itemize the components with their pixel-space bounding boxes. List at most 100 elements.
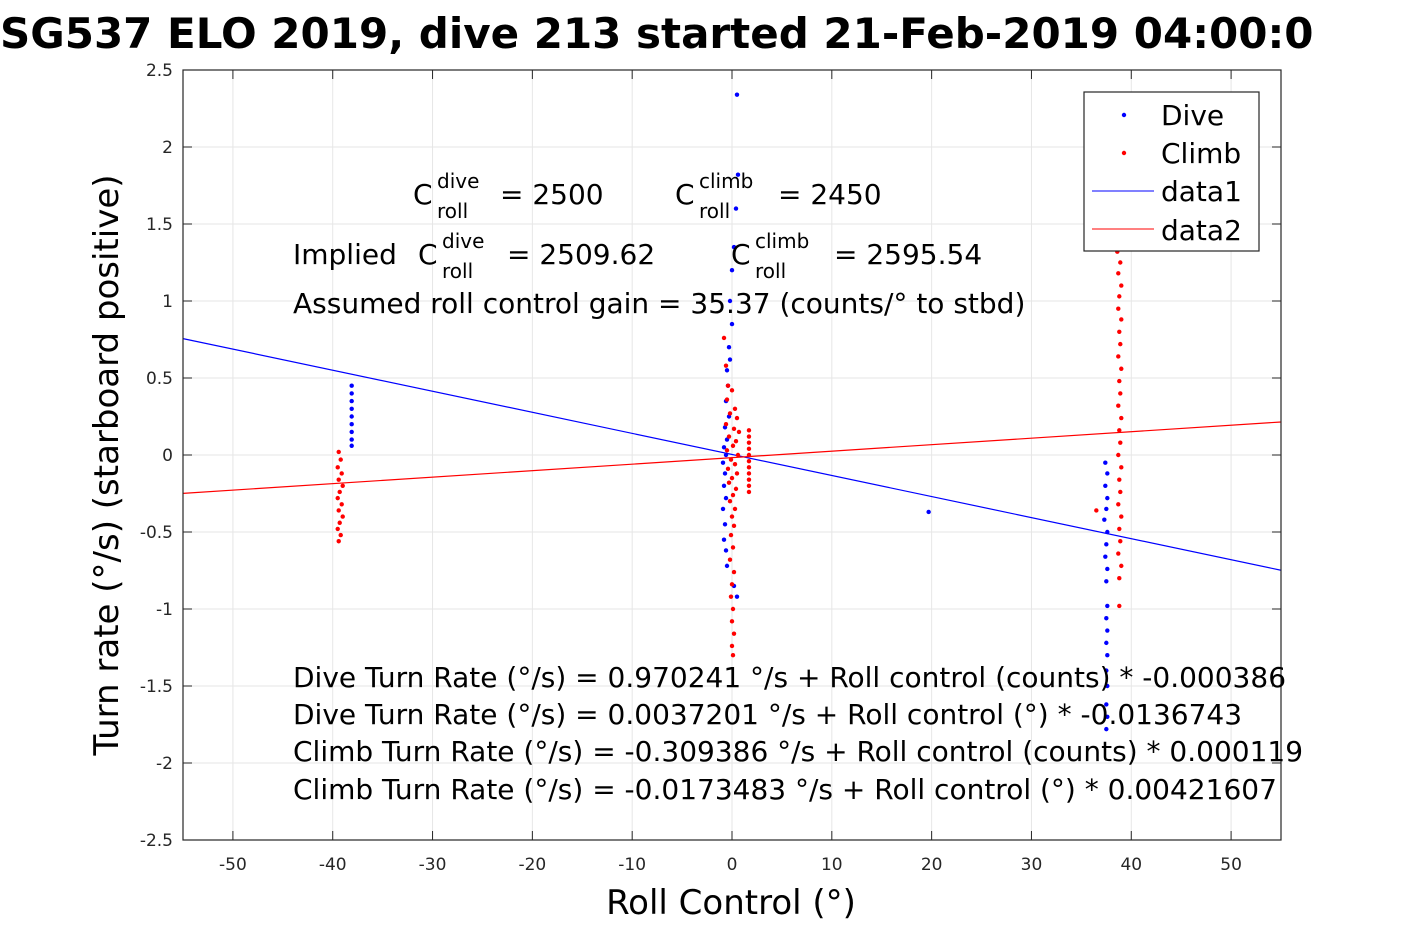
climb-point [746, 477, 752, 482]
climb-point [746, 434, 752, 439]
climb-point [735, 452, 741, 458]
climb-point [1116, 354, 1121, 359]
x-tick-label: 10 [821, 855, 843, 875]
dive-point [1105, 471, 1110, 476]
climb-point [339, 471, 344, 476]
climb-point [733, 438, 739, 444]
climb-fit-degrees: Climb Turn Rate (°/s) = -0.0173483 °/s +… [293, 773, 1277, 806]
dive-fit-degrees: Dive Turn Rate (°/s) = 0.0037201 °/s + R… [293, 698, 1242, 731]
climb-point [727, 411, 733, 416]
y-tick-label: -0.5 [140, 523, 173, 543]
climb-point [728, 457, 734, 462]
climb-point [746, 458, 752, 464]
legend-data2-label: data2 [1161, 214, 1242, 247]
climb-point [1116, 271, 1121, 276]
dive-point [727, 298, 733, 304]
dive-point [724, 368, 730, 373]
climb-point [1119, 465, 1124, 470]
climb-point [1118, 341, 1123, 347]
dive-point [723, 495, 729, 501]
climb-point [1117, 378, 1122, 384]
climb-point [730, 545, 736, 550]
climb-point [336, 477, 341, 482]
dive-point [349, 398, 354, 404]
implied-prefix: Implied [293, 238, 397, 271]
climb-point [339, 502, 344, 507]
climb-point [1118, 489, 1123, 495]
climb-point [727, 499, 733, 504]
climb-point [1116, 452, 1121, 458]
dive-point [729, 268, 735, 273]
y-tick-label: -2.5 [140, 831, 173, 851]
x-tick-label: 20 [921, 855, 943, 875]
climb-points-layer [335, 249, 1124, 658]
climb-point [731, 569, 737, 575]
y-tick-label: 0.5 [146, 369, 173, 389]
climb-point [728, 594, 734, 599]
y-tick-label: -1 [156, 600, 173, 620]
climb-point [1119, 415, 1124, 421]
dive-point [1105, 603, 1110, 609]
climb-point [1118, 440, 1123, 445]
dive-point [1105, 566, 1110, 572]
climb-point [746, 452, 752, 458]
dive-point [721, 537, 727, 542]
c-roll-climb-c: C [675, 178, 695, 211]
dive-point [349, 406, 354, 411]
dive-point [720, 506, 726, 512]
dive-point [721, 445, 727, 450]
dive-point [1104, 702, 1109, 707]
climb-point [338, 532, 343, 538]
dive-point [734, 594, 740, 599]
data1-line [182, 338, 1282, 571]
dive-point [1104, 616, 1109, 621]
climb-point [732, 506, 738, 512]
climb-point [746, 489, 752, 495]
climb-point [1119, 514, 1124, 519]
climb-point [723, 422, 729, 427]
dive-point [1104, 542, 1109, 547]
climb-point [335, 495, 340, 501]
dive-point [726, 345, 732, 350]
dive-point [1105, 683, 1110, 689]
legend-dive-marker [1121, 112, 1127, 118]
climb-point [724, 397, 730, 402]
c-roll-dive-sup: dive [437, 169, 479, 193]
y-axis-label: Turn rate (°/s) (starboard positive) [87, 174, 127, 756]
climb-point [725, 383, 731, 388]
dive-point [926, 509, 931, 515]
climb-point [728, 532, 734, 538]
climb-point [730, 443, 736, 448]
climb-point [1117, 526, 1122, 532]
climb-point [1117, 603, 1122, 609]
dive-point [723, 548, 729, 553]
climb-point [730, 653, 736, 658]
legend-dive-label: Dive [1161, 99, 1224, 132]
dive-point [720, 460, 726, 465]
climb-point [725, 466, 731, 472]
y-tick-label: 2 [162, 138, 173, 158]
data1-line-layer [182, 338, 1282, 571]
climb-point [729, 582, 735, 587]
legend-climb-marker [1121, 150, 1127, 156]
climb-point [734, 415, 740, 421]
climb-point [721, 335, 727, 341]
dive-point [1105, 653, 1110, 658]
implied-climb-sup: climb [755, 229, 809, 253]
dive-point [729, 321, 735, 327]
climb-point [746, 440, 752, 445]
climb-point [337, 520, 342, 525]
dive-point [1102, 517, 1107, 522]
implied-climb-c: C [731, 238, 751, 271]
climb-point [1116, 551, 1121, 556]
climb-point [340, 483, 345, 488]
c-roll-dive-annotation: C dive roll = 2500 [413, 169, 604, 223]
axis-ticks [183, 69, 1281, 841]
climb-point [726, 434, 732, 439]
climb-point [1117, 576, 1122, 581]
x-tick-label: 30 [1021, 855, 1043, 875]
climb-point [729, 619, 735, 624]
implied-dive-value: = 2509.62 [507, 238, 655, 271]
climb-point [726, 480, 732, 485]
